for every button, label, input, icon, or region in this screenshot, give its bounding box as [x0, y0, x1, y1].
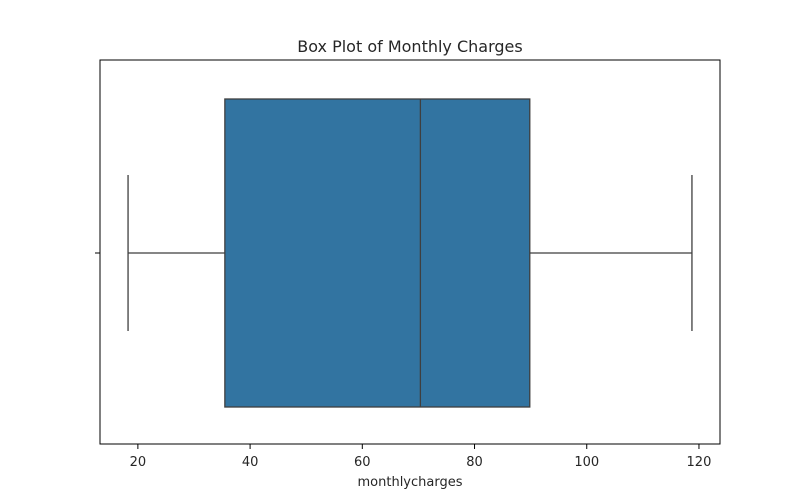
x-tick-label: 40 — [242, 455, 259, 470]
x-axis-ticks: 20 40 60 80 100 120 — [130, 444, 712, 470]
box-plot-marks — [127, 98, 693, 408]
x-tick-label: 120 — [687, 455, 712, 470]
chart-title: Box Plot of Monthly Charges — [297, 37, 522, 56]
x-tick-label: 20 — [130, 455, 147, 470]
interquartile-box — [224, 98, 531, 408]
x-axis-label: monthlycharges — [358, 475, 463, 490]
x-tick-label: 60 — [354, 455, 371, 470]
x-tick-label: 80 — [466, 455, 483, 470]
x-tick-label: 100 — [574, 455, 599, 470]
